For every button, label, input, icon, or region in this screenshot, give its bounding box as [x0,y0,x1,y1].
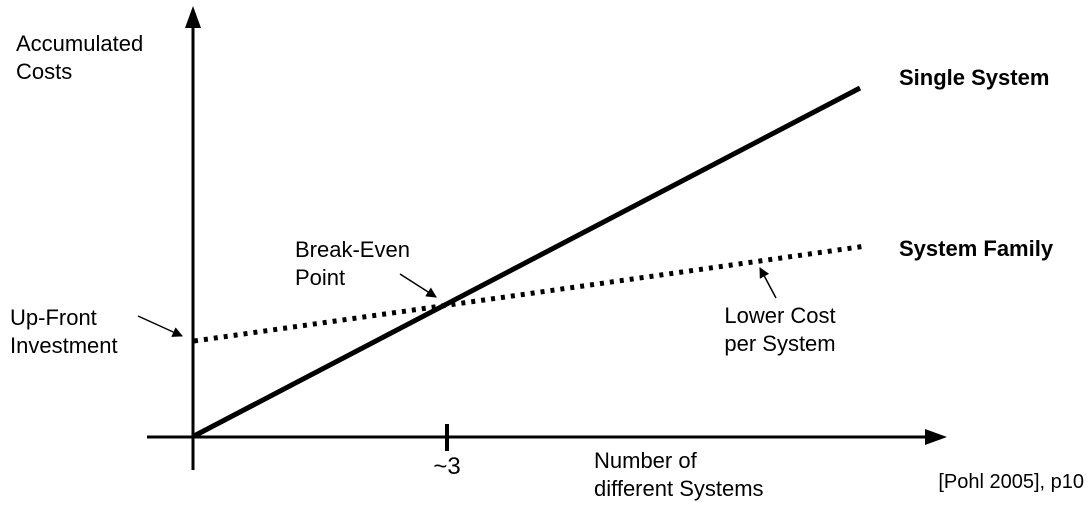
up-front-investment-label: Up-Front Investment [10,305,118,358]
system-family-label: System Family [899,236,1054,261]
y-axis-arrowhead-icon [185,6,201,28]
up-front-investment-arrow-icon [137,315,183,337]
lower-cost-arrow-icon [759,267,777,299]
break-even-arrow-icon [399,273,437,298]
lower-cost-label: Lower Cost per System [724,303,836,356]
y-axis-label: Accumulated Costs [16,31,144,84]
citation: [Pohl 2005], p10 [938,471,1084,493]
x-tick-label: ~3 [433,453,461,480]
single-system-line [192,85,862,439]
break-even-label: Break-Even Point [295,237,410,290]
x-axis-label: Number of different Systems [594,448,764,501]
x-axis-arrowhead-icon [925,429,947,445]
single-system-label: Single System [899,65,1050,90]
system-family-line [193,243,867,344]
